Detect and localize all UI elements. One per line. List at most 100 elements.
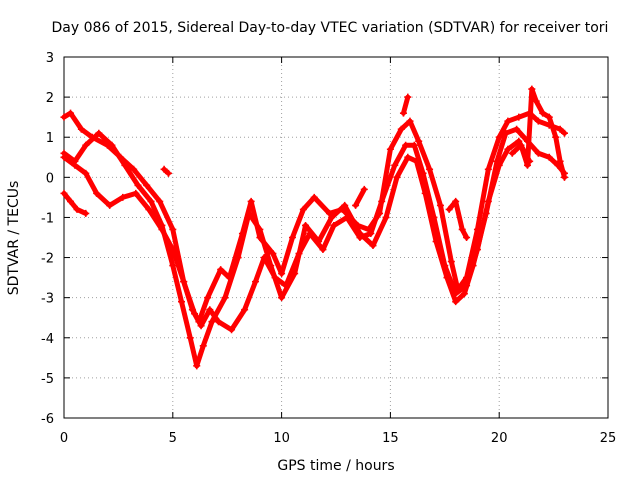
- data-trace-segment: [205, 267, 224, 301]
- data-trace-segment: [229, 307, 248, 333]
- data-trace-segment: [279, 235, 295, 277]
- data-trace-segment: [198, 307, 213, 329]
- data-trace-segment: [420, 170, 437, 220]
- data-trace-segment: [157, 198, 176, 232]
- data-trace-segment: [257, 226, 274, 269]
- data-trace-segment: [200, 319, 215, 349]
- y-tick-label: -3: [41, 292, 54, 307]
- data-trace-segment: [316, 214, 335, 245]
- data-trace-segment: [416, 138, 433, 172]
- x-tick-label: 20: [491, 431, 508, 446]
- data-trace-segment: [370, 214, 389, 249]
- data-trace-segment: [181, 279, 198, 317]
- data-trace-segment: [135, 182, 154, 204]
- data-trace-segment: [557, 158, 567, 180]
- data-trace-segment: [83, 170, 100, 196]
- data-trace-segment: [283, 251, 302, 289]
- data-trace-segment: [215, 319, 235, 333]
- data-trace-segment: [72, 142, 89, 164]
- data-trace-segment: [494, 130, 509, 164]
- data-trace-segment: [144, 182, 163, 204]
- x-tick-label: 5: [169, 431, 177, 446]
- data-trace-segment: [329, 202, 348, 220]
- series-track-3: [60, 137, 534, 334]
- data-trace-segment: [464, 247, 480, 289]
- data-series: [60, 85, 568, 370]
- x-tick-label: 0: [60, 431, 68, 446]
- data-trace-segment: [387, 126, 404, 152]
- data-trace-segment: [437, 202, 454, 265]
- data-trace-segment: [131, 166, 150, 188]
- x-axis-label: GPS time / hours: [277, 458, 394, 474]
- data-trace-segment: [252, 255, 267, 285]
- data-trace-segment: [485, 162, 502, 204]
- data-trace-segment: [194, 343, 206, 369]
- data-trace-segment: [464, 226, 480, 281]
- x-tick-label: 25: [600, 431, 617, 446]
- data-trace-segment: [427, 166, 443, 208]
- data-trace-segment: [94, 190, 113, 208]
- data-trace-segment: [448, 259, 461, 293]
- x-tick-label: 15: [382, 431, 399, 446]
- data-trace-segment: [474, 198, 491, 253]
- data-trace-segment: [485, 134, 502, 172]
- data-trace-segment: [222, 255, 241, 301]
- data-trace-segment: [83, 130, 102, 148]
- data-trace-segment: [289, 206, 306, 240]
- data-trace-segment: [300, 194, 317, 212]
- y-tick-label: -1: [41, 211, 54, 226]
- y-tick-label: -2: [41, 252, 54, 267]
- data-trace-segment: [557, 126, 567, 136]
- data-trace-segment: [246, 210, 263, 232]
- y-axis-label: SDTVAR / TECUs: [6, 181, 22, 296]
- data-trace-segment: [179, 299, 193, 341]
- data-trace-segment: [170, 263, 185, 305]
- data-trace-segment: [161, 166, 171, 176]
- y-tick-label: 2: [46, 91, 54, 106]
- y-tick-label: -5: [41, 372, 54, 387]
- y-tick-label: 1: [46, 131, 54, 146]
- data-trace-segment: [146, 206, 165, 232]
- data-trace-segment: [133, 190, 152, 212]
- chart-title: Day 086 of 2015, Sidereal Day-to-day VTE…: [52, 20, 609, 36]
- data-trace-segment: [196, 295, 211, 325]
- data-trace-segment: [524, 86, 535, 168]
- data-trace-segment: [414, 158, 428, 196]
- data-trace-segment: [474, 166, 491, 232]
- data-trace-segment: [148, 198, 165, 228]
- y-tick-label: -6: [41, 412, 54, 427]
- data-trace-segment: [170, 247, 187, 285]
- data-trace-segment: [261, 255, 278, 281]
- data-trace-segment: [442, 263, 459, 297]
- data-trace-segment: [383, 174, 400, 220]
- axis-ticks: 0 5 10 15 20 25 -6 -5 -4 -3 -2 -1 0 1 2 3: [41, 51, 616, 446]
- data-trace-segment: [342, 202, 363, 236]
- y-tick-label: 0: [46, 171, 54, 186]
- data-trace-segment: [407, 118, 422, 144]
- data-trace-segment: [96, 130, 115, 148]
- data-trace-segment: [431, 214, 448, 269]
- data-trace-segment: [496, 118, 511, 140]
- data-trace-segment: [546, 114, 559, 140]
- data-trace-segment: [159, 226, 176, 253]
- data-trace-segment: [320, 222, 337, 253]
- data-trace-segment: [344, 214, 363, 240]
- plot-frame: [63, 56, 609, 419]
- series-track-2: [60, 125, 568, 370]
- data-trace-segment: [394, 154, 411, 180]
- grid: [64, 57, 608, 418]
- data-trace-segment: [235, 210, 252, 261]
- data-trace-segment: [392, 142, 409, 168]
- data-trace-segment: [311, 194, 332, 216]
- data-trace-segment: [379, 162, 398, 204]
- data-trace-segment: [368, 198, 385, 236]
- data-trace-segment: [122, 162, 141, 188]
- data-trace-segment: [331, 214, 350, 228]
- data-trace-segment: [74, 206, 89, 216]
- data-trace-segment: [553, 134, 563, 164]
- data-trace-segment: [411, 142, 426, 176]
- data-trace-segment: [514, 126, 530, 144]
- data-trace-segment: [400, 94, 411, 116]
- data-trace-segment: [109, 142, 128, 168]
